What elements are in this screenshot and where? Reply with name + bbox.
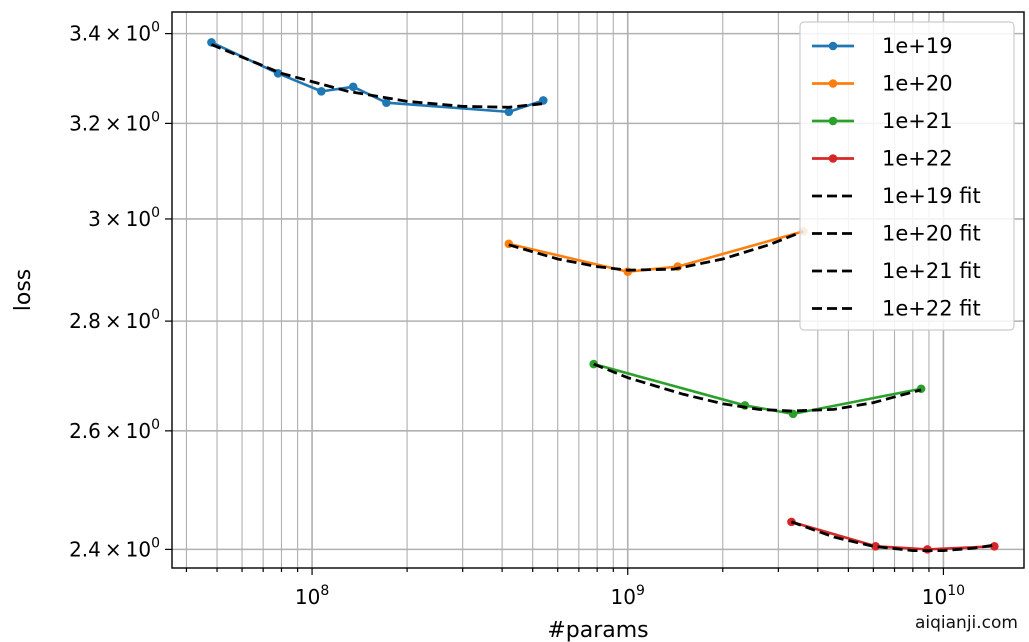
legend-marker	[828, 154, 838, 163]
plot-frame	[171, 11, 1025, 569]
x-axis-label: #params	[547, 618, 648, 642]
legend-marker	[828, 116, 838, 126]
data-point	[382, 98, 391, 108]
legend-entry: 1e+22 fit	[812, 297, 981, 321]
y-tick-label: 3.4 × 100	[69, 20, 160, 46]
y-axis-ticks: 2.4 × 100 2.6 × 100 2.8 × 100 3 × 100 3.2 × …	[69, 20, 172, 561]
legend-label: 1e+20 fit	[882, 222, 981, 246]
y-tick-label: 3 × 100	[88, 205, 160, 231]
legend-label: 1e+21	[882, 109, 953, 133]
watermark: aiqianji.com	[915, 613, 1018, 633]
legend-marker	[828, 41, 838, 51]
legend-label: 1e+21 fit	[882, 259, 981, 283]
data-point	[317, 87, 326, 96]
legend-entry: 1e+20 fit	[812, 222, 981, 246]
legend-marker	[828, 79, 838, 88]
legend-label: 1e+20	[882, 72, 953, 96]
major-grid	[172, 12, 1024, 568]
x-tick-label: 109	[611, 583, 645, 609]
legend-entry: 1e+19 fit	[812, 184, 981, 208]
series-line	[508, 230, 804, 274]
legend-entry: 1e+21	[812, 109, 953, 133]
y-tick-label: 2.4 × 100	[69, 535, 160, 561]
legend-label: 1e+19 fit	[882, 184, 981, 208]
x-tick-label: 108	[295, 583, 329, 609]
data-point	[990, 541, 999, 551]
legend-label: 1e+22	[882, 147, 953, 171]
fit-line-1e+19 fit	[210, 43, 544, 109]
data-point	[504, 107, 514, 117]
fit-line-1e+20 fit	[508, 230, 804, 272]
y-tick-label: 2.6 × 100	[69, 417, 160, 443]
legend-entry: 1e+20	[812, 72, 953, 96]
x-tick-label: 1010	[922, 583, 965, 609]
legend-label: 1e+19	[882, 34, 953, 58]
x-axis-ticks: 108 109 1010	[185, 568, 965, 609]
data-point	[871, 541, 880, 551]
legend-entry: 1e+21 fit	[812, 259, 981, 283]
fit-line-1e+22 fit	[790, 520, 995, 553]
legend-box	[799, 21, 1015, 331]
data-point	[348, 82, 358, 92]
legend-label: 1e+22 fit	[882, 297, 981, 321]
y-tick-label: 3.2 × 100	[69, 109, 160, 135]
y-tick-label: 2.8 × 100	[69, 307, 160, 333]
legend-entry: 1e+19	[812, 34, 953, 58]
data-point	[623, 267, 633, 277]
legend-entry: 1e+22	[812, 147, 953, 171]
legend: 1e+19 1e+20 1e+21 1e+22 1e+19 fit 1e+20 fit 1e…	[799, 21, 1015, 331]
y-axis-label: loss	[11, 269, 36, 312]
fit-line-1e+21 fit	[593, 362, 922, 413]
fit-lines	[210, 43, 995, 553]
